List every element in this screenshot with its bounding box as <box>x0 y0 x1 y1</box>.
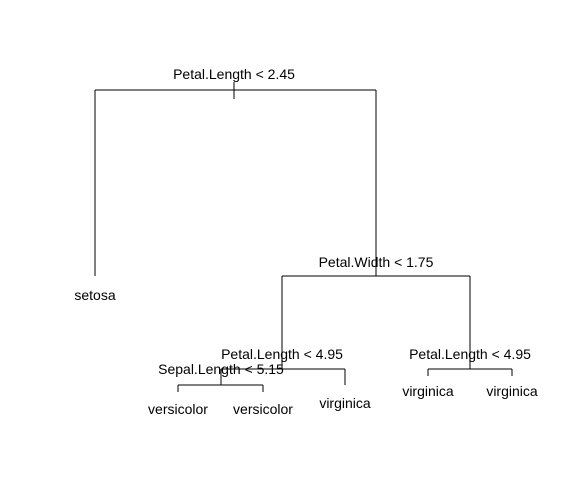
split-node-petal-width: Petal.Width < 1.75 <box>281 254 471 369</box>
split-2-label: Petal.Width < 1.75 <box>319 254 434 270</box>
split-node-petal-length-right: Petal.Length < 4.95 <box>409 346 531 376</box>
leaf-virginica-1: virginica <box>319 395 371 411</box>
leaf-versicolor-2: versicolor <box>233 401 293 417</box>
split-5-label: Petal.Length < 4.95 <box>409 346 531 362</box>
leaf-virginica-2: virginica <box>402 383 454 399</box>
leaf-setosa: setosa <box>74 287 115 303</box>
leaf-virginica-3: virginica <box>486 383 538 399</box>
split-3-label: Petal.Length < 4.95 <box>221 346 343 362</box>
split-node-petal-length-left: Petal.Length < 4.95 <box>220 346 346 385</box>
root-split-label: Petal.Length < 2.45 <box>173 66 295 82</box>
split-4-label: Sepal.Length < 5.15 <box>158 361 284 377</box>
split-node-sepal-length: Sepal.Length < 5.15 <box>158 361 284 392</box>
leaf-versicolor-1: versicolor <box>148 401 208 417</box>
split-node-root: Petal.Length < 2.45 <box>94 66 377 276</box>
